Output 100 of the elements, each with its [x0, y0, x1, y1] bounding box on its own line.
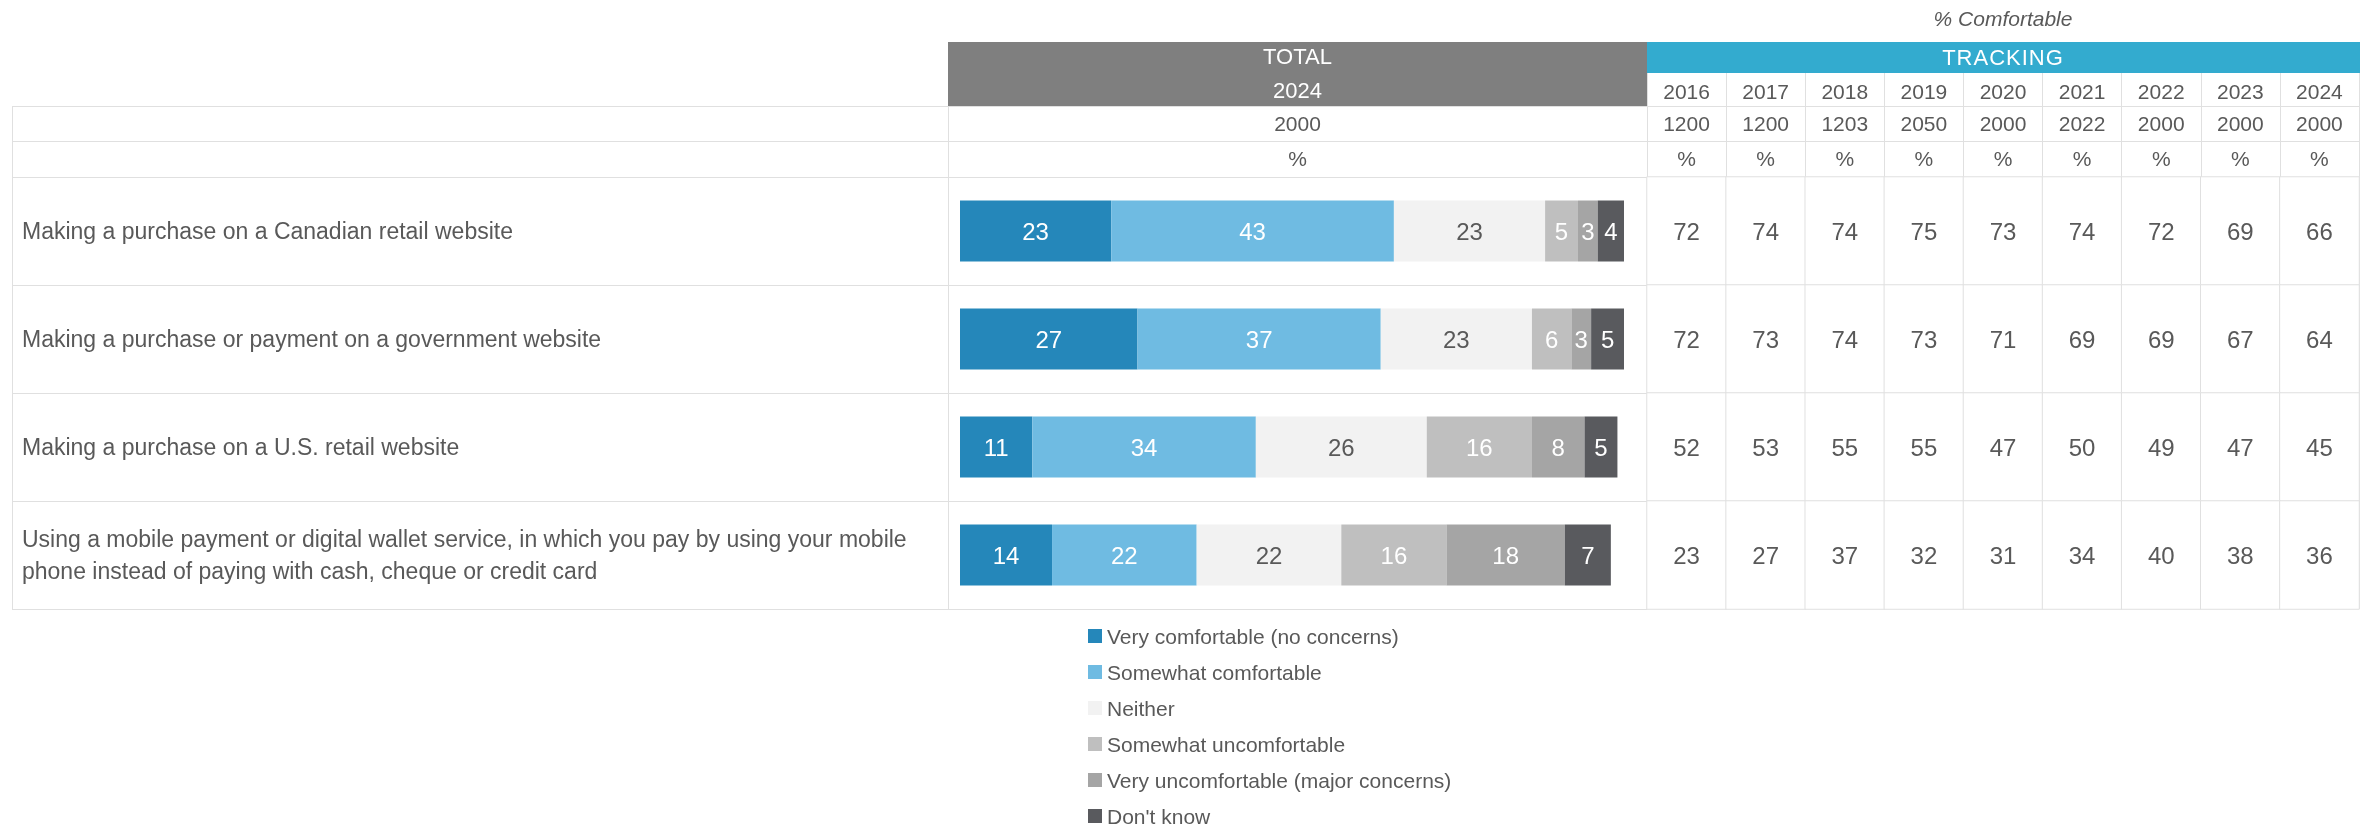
- bar: [1380, 308, 1532, 370]
- text: 2000: [1979, 111, 2027, 137]
- data-label: 69: [2226, 217, 2254, 245]
- data-label: 3: [1581, 217, 1595, 245]
- chart-subtitle: % Comfortable: [1933, 6, 2073, 32]
- data-label: 64: [2306, 325, 2333, 353]
- bar: [1531, 308, 1572, 370]
- data-label: 22: [1255, 541, 1283, 569]
- bar: [1111, 200, 1394, 262]
- data-label: 14: [992, 541, 1020, 569]
- data-label: 53: [1752, 433, 1780, 461]
- data-label: 55: [1831, 433, 1859, 461]
- data-label: 4: [1604, 217, 1618, 245]
- bar: [1545, 200, 1578, 262]
- text: 2000: [2137, 111, 2185, 137]
- bar: [1446, 524, 1565, 586]
- chart-title: TRACKING: [1942, 44, 2064, 71]
- legend-label: Neither: [1107, 696, 1175, 720]
- data-label: 27: [1035, 325, 1063, 353]
- bar: [960, 308, 1138, 370]
- bar: [1564, 524, 1611, 586]
- data-label: 67: [2226, 325, 2254, 353]
- data-label: 47: [2226, 433, 2254, 461]
- data-label: 71: [1989, 325, 2017, 353]
- data-label: 3: [1574, 325, 1588, 353]
- data-label: 6: [1545, 325, 1559, 353]
- data-label: 74: [1831, 217, 1859, 245]
- text: 2000: [1274, 111, 1321, 137]
- x-tick-label: 2020: [1979, 79, 2027, 103]
- data-label: 74: [1831, 325, 1859, 353]
- data-label: 34: [1130, 433, 1158, 461]
- text: %: [2151, 146, 2171, 172]
- x-tick-label: 2022: [2137, 79, 2185, 103]
- legend-label: Somewhat uncomfortable: [1107, 732, 1346, 756]
- data-label: 18: [1492, 541, 1520, 569]
- data-label: 8: [1551, 433, 1565, 461]
- text: %: [1288, 146, 1307, 172]
- bar: [1393, 200, 1546, 262]
- data-label: 32: [1910, 541, 1938, 569]
- text: %: [1914, 146, 1934, 172]
- x-tick-label: 2016: [1663, 79, 1710, 103]
- x-tick-label: 2023: [2216, 79, 2264, 103]
- text: 2022: [2058, 111, 2106, 137]
- data-label: 47: [1989, 433, 2017, 461]
- text: %: [1835, 146, 1855, 172]
- bar: [1531, 416, 1585, 478]
- data-label: 23: [1673, 541, 1700, 569]
- data-label: 23: [1022, 217, 1049, 245]
- legend-label: Don't know: [1107, 804, 1212, 828]
- bar: [1584, 416, 1618, 478]
- x-tick-label: 2019: [1900, 79, 1948, 103]
- text: 1200: [1663, 111, 1710, 137]
- bar: [1341, 524, 1447, 586]
- legend-label: Somewhat comfortable: [1107, 660, 1322, 684]
- legend-label: Very uncomfortable (major concerns): [1107, 768, 1452, 792]
- bar: [1426, 416, 1532, 478]
- data-label: 72: [2147, 217, 2175, 245]
- text: 2000: [2296, 111, 2343, 137]
- bar: [1577, 200, 1598, 262]
- bar: [1255, 416, 1427, 478]
- legend-label: Very comfortable (no concerns): [1107, 624, 1399, 648]
- text: %: [2230, 146, 2250, 172]
- data-label: 31: [1989, 541, 2017, 569]
- data-label: 26: [1327, 433, 1355, 461]
- text: %: [1993, 146, 2013, 172]
- x-tick-label: 2018: [1821, 79, 1869, 103]
- text: 2000: [2216, 111, 2264, 137]
- x-tick-label: 2024: [2296, 79, 2344, 103]
- data-label: 16: [1380, 541, 1408, 569]
- data-label: 34: [2068, 541, 2096, 569]
- text: 1200: [1742, 111, 1790, 137]
- data-label: 73: [1752, 325, 1780, 353]
- y-tick-label: Making a purchase or payment on a government website: [22, 326, 602, 352]
- bar: [960, 200, 1112, 262]
- data-label: 73: [1910, 325, 1938, 353]
- bar: [1137, 308, 1381, 370]
- data-label: 27: [1752, 541, 1780, 569]
- text: %: [2072, 146, 2092, 172]
- bar: [1597, 200, 1624, 262]
- text: %: [1756, 146, 1775, 172]
- y-tick-label: Using a mobile payment or digital wallet service, in which you pay by using your mobile phone instead of paying with cash, cheque or credit card: [22, 526, 914, 584]
- x-tick-label: 2021: [2058, 79, 2106, 103]
- text: 1203: [1821, 111, 1869, 137]
- text: %: [1677, 146, 1696, 172]
- data-label: 5: [1554, 217, 1569, 245]
- data-label: 74: [1752, 217, 1780, 245]
- data-label: 43: [1239, 217, 1266, 245]
- data-label: 23: [1456, 217, 1483, 245]
- data-label: 16: [1466, 433, 1493, 461]
- data-label: 72: [1673, 325, 1700, 353]
- bar: [960, 416, 1033, 478]
- data-label: 5: [1600, 325, 1615, 353]
- data-label: 45: [2306, 433, 2333, 461]
- data-label: 7: [1581, 541, 1595, 569]
- data-label: 69: [2068, 325, 2096, 353]
- data-label: 72: [1673, 217, 1700, 245]
- data-label: 50: [2068, 433, 2096, 461]
- data-label: 52: [1673, 433, 1700, 461]
- data-label: 49: [2147, 433, 2175, 461]
- bar: [1196, 524, 1342, 586]
